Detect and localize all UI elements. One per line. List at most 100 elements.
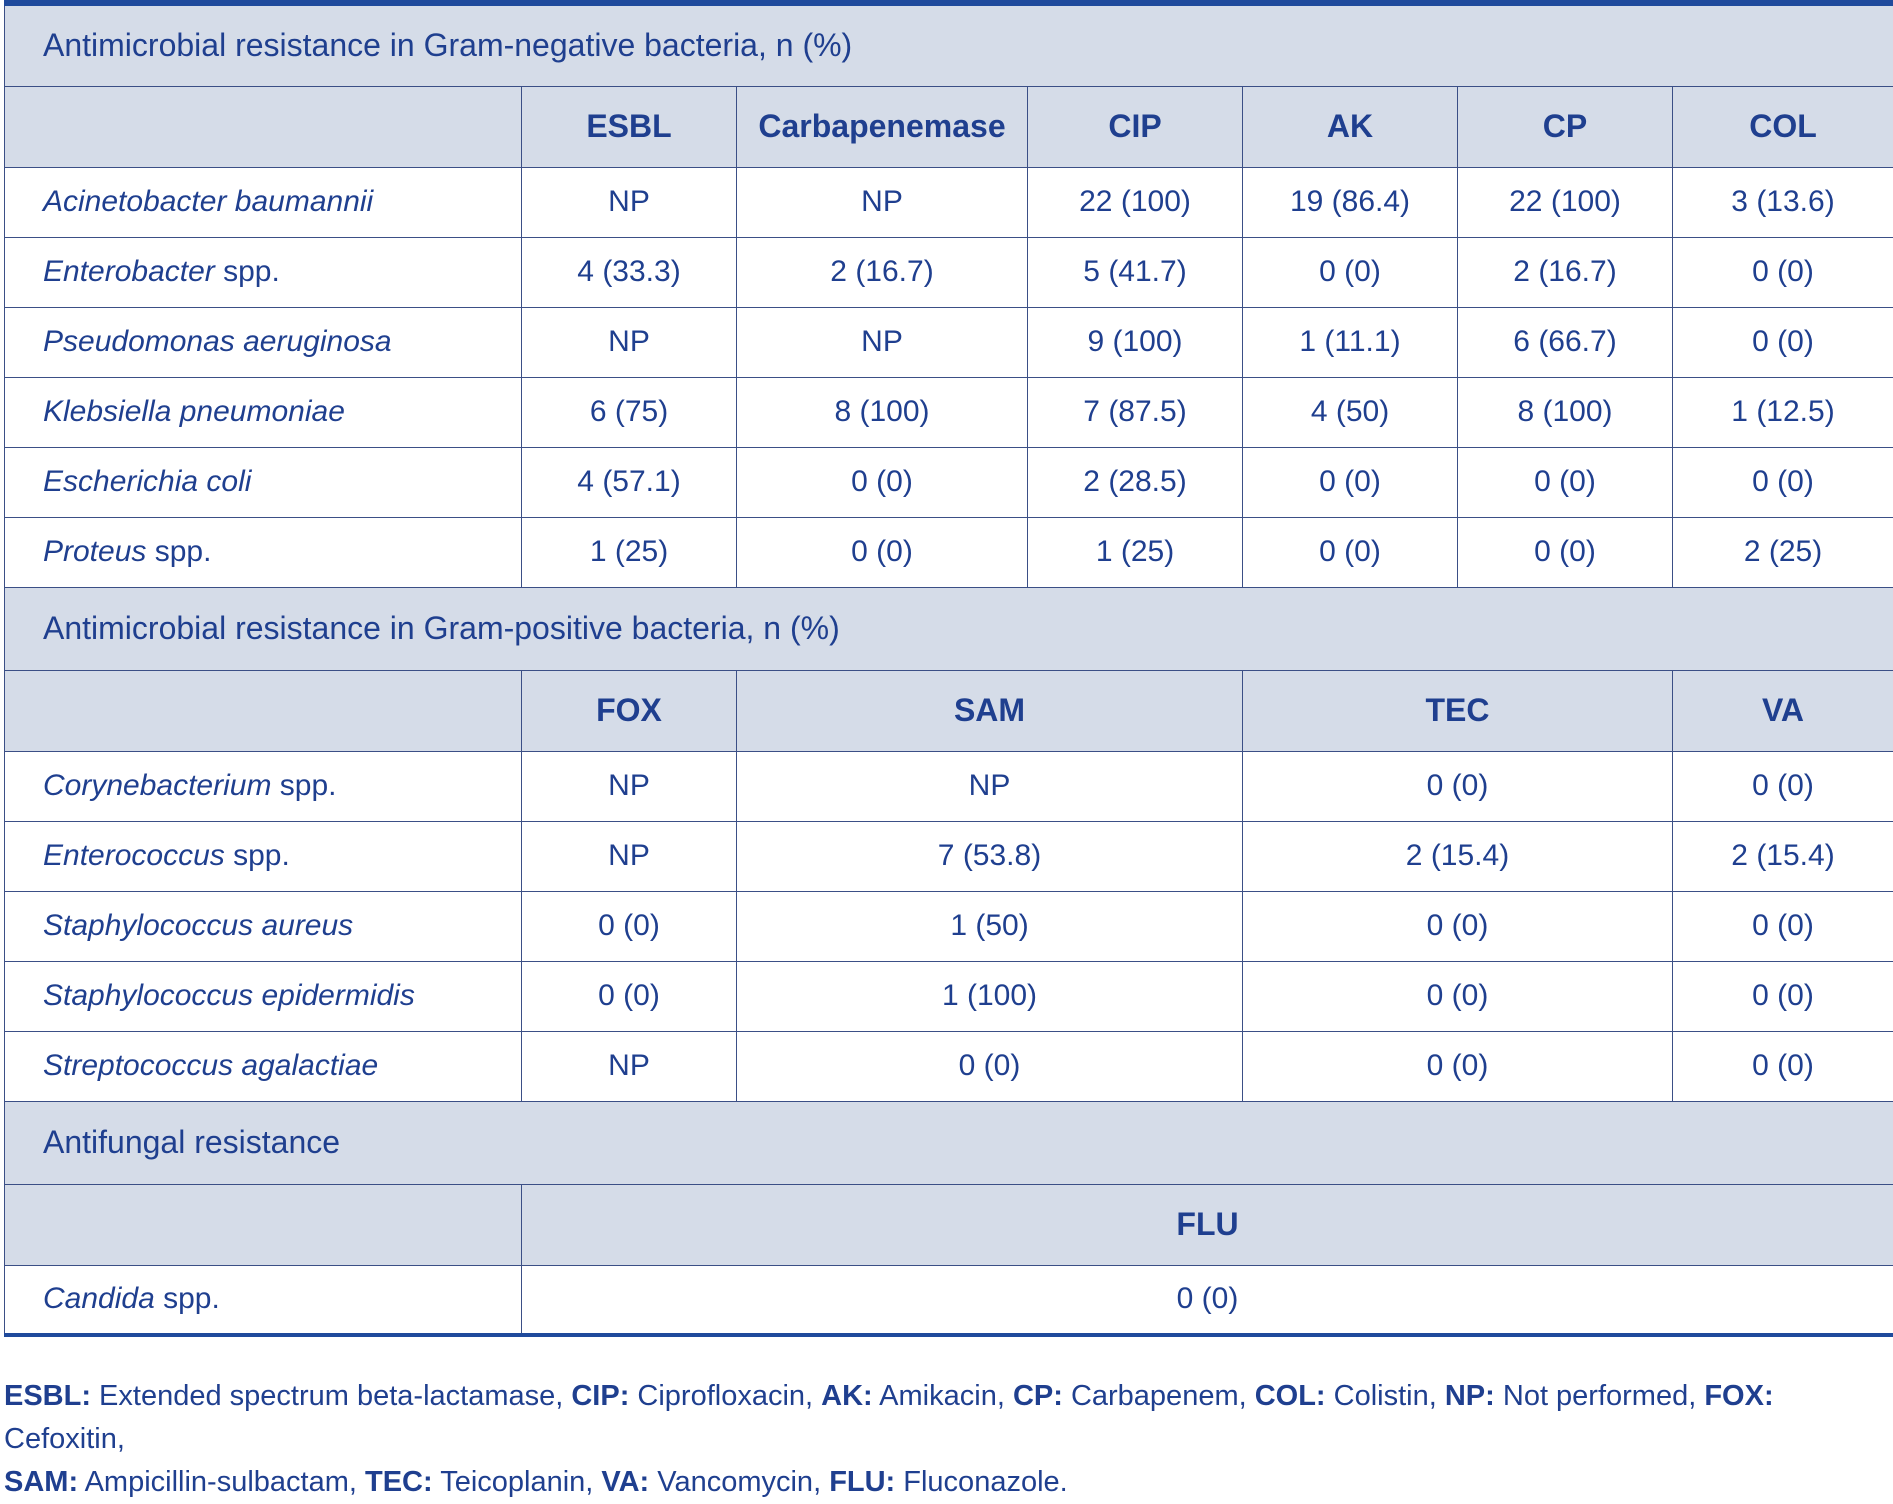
footnote-text: Carbapenem,: [1063, 1380, 1255, 1412]
value-cell: NP: [522, 1031, 737, 1101]
header-empty-cell: [5, 86, 522, 167]
organism-name: Klebsiella pneumoniae: [43, 395, 345, 428]
section-title: Antimicrobial resistance in Gram-positiv…: [5, 587, 1893, 670]
table-row: Streptococcus agalactiae NP 0 (0) 0 (0) …: [5, 1031, 1893, 1101]
footnote-abbr: VA:: [601, 1466, 649, 1498]
footnote-abbr: FLU:: [829, 1466, 895, 1498]
value-cell: 6 (75): [522, 377, 737, 447]
resistance-table-container: Antimicrobial resistance in Gram-negativ…: [4, 0, 1893, 1337]
footnote-abbr: SAM:: [4, 1466, 78, 1498]
value-cell: NP: [737, 751, 1243, 821]
footnote-text: Cefoxitin,: [4, 1423, 125, 1455]
organism-cell: Staphylococcus epidermidis: [5, 961, 522, 1031]
value-cell: 2 (25): [1673, 517, 1893, 587]
footnote-abbr: CP:: [1013, 1380, 1063, 1412]
organism-name: Acinetobacter baumannii: [43, 185, 373, 218]
table-row: Klebsiella pneumoniae 6 (75) 8 (100) 7 (…: [5, 377, 1893, 447]
organism-name: Pseudomonas aeruginosa: [43, 325, 392, 358]
footnote-abbr: ESBL:: [4, 1380, 91, 1412]
header-fox: FOX: [522, 670, 737, 751]
organism-cell: Streptococcus agalactiae: [5, 1031, 522, 1101]
organism-suffix: spp.: [215, 255, 280, 288]
value-cell: 4 (50): [1243, 377, 1458, 447]
section-antifungal: Antifungal resistance: [5, 1101, 1893, 1184]
value-cell: 22 (100): [1458, 167, 1673, 237]
table-row: Escherichia coli 4 (57.1) 0 (0) 2 (28.5)…: [5, 447, 1893, 517]
value-cell: 1 (25): [1028, 517, 1243, 587]
footnote-text: Teicoplanin,: [433, 1466, 602, 1498]
organism-cell: Klebsiella pneumoniae: [5, 377, 522, 447]
footnote-abbr: NP:: [1445, 1380, 1495, 1412]
header-empty-cell: [5, 670, 522, 751]
value-cell: 0 (0): [737, 517, 1028, 587]
value-cell: 0 (0): [1243, 961, 1673, 1031]
footnote-text: Ampicillin-sulbactam,: [78, 1466, 365, 1498]
value-cell: 0 (0): [1243, 1031, 1673, 1101]
value-cell: 0 (0): [1243, 447, 1458, 517]
footnote-abbr: CIP:: [571, 1380, 629, 1412]
value-cell: 0 (0): [522, 1265, 1893, 1335]
abbreviations-footnote: ESBL: Extended spectrum beta-lactamase, …: [4, 1375, 1884, 1504]
footnote-abbr: FOX:: [1704, 1380, 1773, 1412]
footnote-abbr: AK:: [821, 1380, 873, 1412]
value-cell: 5 (41.7): [1028, 237, 1243, 307]
value-cell: 0 (0): [1673, 307, 1893, 377]
value-cell: 0 (0): [1673, 447, 1893, 517]
section-gram-negative: Antimicrobial resistance in Gram-negativ…: [5, 3, 1893, 86]
footnote-text: Not performed,: [1495, 1380, 1705, 1412]
value-cell: 22 (100): [1028, 167, 1243, 237]
header-row-gram-negative: ESBL Carbapenemase CIP AK CP COL: [5, 86, 1893, 167]
organism-name: Escherichia coli: [43, 465, 251, 498]
value-cell: 2 (16.7): [1458, 237, 1673, 307]
organism-name: Staphylococcus aureus: [43, 909, 353, 942]
value-cell: 0 (0): [1243, 517, 1458, 587]
table-row: Corynebacterium spp. NP NP 0 (0) 0 (0): [5, 751, 1893, 821]
organism-name: Corynebacterium: [43, 769, 271, 802]
value-cell: NP: [522, 167, 737, 237]
value-cell: 0 (0): [522, 891, 737, 961]
footnote-abbr: TEC:: [365, 1466, 433, 1498]
organism-cell: Acinetobacter baumannii: [5, 167, 522, 237]
value-cell: 0 (0): [1243, 237, 1458, 307]
table-row: Pseudomonas aeruginosa NP NP 9 (100) 1 (…: [5, 307, 1893, 377]
value-cell: 1 (25): [522, 517, 737, 587]
organism-suffix: spp.: [155, 1282, 220, 1315]
organism-name: Proteus: [43, 535, 146, 568]
header-col: COL: [1673, 86, 1893, 167]
value-cell: 1 (12.5): [1673, 377, 1893, 447]
organism-name: Enterobacter: [43, 255, 215, 288]
table-row: Candida spp. 0 (0): [5, 1265, 1893, 1335]
value-cell: 0 (0): [1673, 751, 1893, 821]
value-cell: NP: [522, 307, 737, 377]
header-flu: FLU: [522, 1184, 1893, 1265]
organism-cell: Corynebacterium spp.: [5, 751, 522, 821]
header-row-gram-positive: FOX SAM TEC VA: [5, 670, 1893, 751]
value-cell: 3 (13.6): [1673, 167, 1893, 237]
footnote-abbr: COL:: [1255, 1380, 1326, 1412]
value-cell: 19 (86.4): [1243, 167, 1458, 237]
value-cell: 4 (33.3): [522, 237, 737, 307]
table-row: Acinetobacter baumannii NP NP 22 (100) 1…: [5, 167, 1893, 237]
organism-name: Staphylococcus epidermidis: [43, 979, 415, 1012]
value-cell: 2 (15.4): [1673, 821, 1893, 891]
footnote-text: Extended spectrum beta-lactamase,: [91, 1380, 571, 1412]
organism-cell: Staphylococcus aureus: [5, 891, 522, 961]
value-cell: 8 (100): [1458, 377, 1673, 447]
value-cell: 2 (16.7): [737, 237, 1028, 307]
value-cell: 1 (11.1): [1243, 307, 1458, 377]
header-cip: CIP: [1028, 86, 1243, 167]
value-cell: NP: [737, 167, 1028, 237]
value-cell: 0 (0): [1673, 961, 1893, 1031]
header-row-antifungal: FLU: [5, 1184, 1893, 1265]
value-cell: 2 (15.4): [1243, 821, 1673, 891]
value-cell: 2 (28.5): [1028, 447, 1243, 517]
value-cell: NP: [522, 751, 737, 821]
value-cell: 4 (57.1): [522, 447, 737, 517]
value-cell: NP: [522, 821, 737, 891]
organism-cell: Enterobacter spp.: [5, 237, 522, 307]
table-row: Enterobacter spp. 4 (33.3) 2 (16.7) 5 (4…: [5, 237, 1893, 307]
value-cell: 1 (100): [737, 961, 1243, 1031]
organism-cell: Escherichia coli: [5, 447, 522, 517]
table-row: Staphylococcus aureus 0 (0) 1 (50) 0 (0)…: [5, 891, 1893, 961]
organism-cell: Enterococcus spp.: [5, 821, 522, 891]
